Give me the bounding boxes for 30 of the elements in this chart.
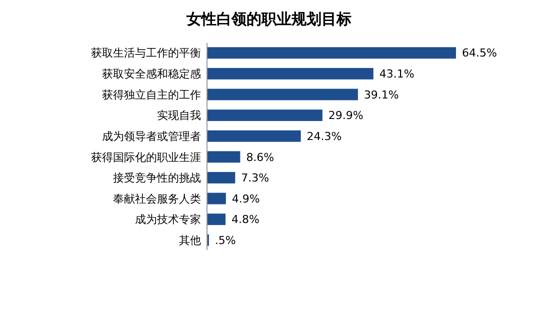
data-label: .5% <box>214 234 236 247</box>
bar <box>207 172 236 184</box>
y-tick-label: 获取生活与工作的平衡 <box>91 46 201 60</box>
y-tick-label: 奉献社会服务人类 <box>113 192 201 206</box>
y-tick-label: 实现自我 <box>157 109 201 122</box>
bar <box>207 110 322 122</box>
bar <box>207 151 240 163</box>
data-label: 7.3% <box>241 172 270 185</box>
y-tick-label: 获得独立自主的工作 <box>102 88 201 102</box>
data-label: 43.1% <box>379 68 414 81</box>
data-label: 29.9% <box>328 109 364 122</box>
bar <box>207 47 456 59</box>
data-label: 64.5% <box>462 46 497 60</box>
bar <box>207 192 226 204</box>
y-tick-label: 获取安全感和稳定感 <box>102 68 201 81</box>
bar <box>207 88 358 100</box>
y-tick-label: 成为技术专家 <box>135 213 201 226</box>
bar <box>207 214 226 226</box>
y-tick-label: 成为领导者或管理者 <box>102 130 201 143</box>
data-label: 24.3% <box>306 130 342 143</box>
bar <box>207 130 301 142</box>
chart-title: 女性白领的职业规划目标 <box>186 10 352 28</box>
data-label: 4.9% <box>232 192 260 206</box>
data-label: 8.6% <box>246 150 274 164</box>
bar <box>207 68 374 80</box>
y-tick-label: 其他 <box>179 234 201 247</box>
y-tick-label: 获得国际化的职业生涯 <box>91 150 201 164</box>
data-label: 4.8% <box>232 213 260 226</box>
data-label: 39.1% <box>364 88 399 102</box>
y-tick-label: 接受竞争性的挑战 <box>113 172 201 185</box>
